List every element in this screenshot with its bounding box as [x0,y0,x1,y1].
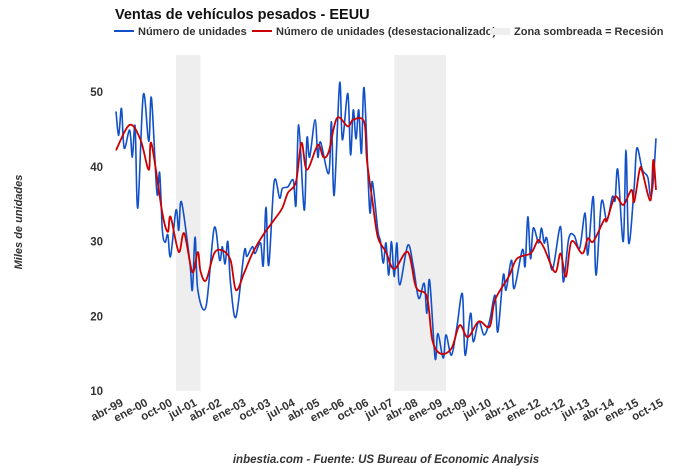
legend-label-recession: Zona sombreada = Recesión [514,26,664,38]
y-tick-label: 50 [90,87,103,99]
y-tick-label: 10 [90,386,103,398]
source-footer: inbestia.com - Fuente: US Bureau of Econ… [233,454,539,466]
legend-label-sa: Número de unidades (desestacionalizado) [276,26,496,38]
series-line-seasonally-adjusted [115,116,657,355]
recession-shading [176,55,446,391]
y-axis-label: Miles de unidades [13,175,25,270]
chart-title: Ventas de vehículos pesados - EEUU [115,7,370,23]
recession-band-2 [394,55,446,391]
legend: Número de unidades Número de unidades (d… [114,26,664,38]
legend-label-raw: Número de unidades [138,26,247,38]
series-line-raw [115,81,657,361]
x-axis-ticks: abr-99ene-00oct-00jul-01abr-02ene-03oct-… [89,397,666,425]
y-axis-ticks: 10 20 30 40 50 [90,87,103,398]
series-lines [115,81,657,361]
y-tick-label: 40 [90,162,103,174]
y-tick-label: 20 [90,311,103,323]
legend-swatch-recession [490,28,510,35]
y-tick-label: 30 [90,237,103,249]
